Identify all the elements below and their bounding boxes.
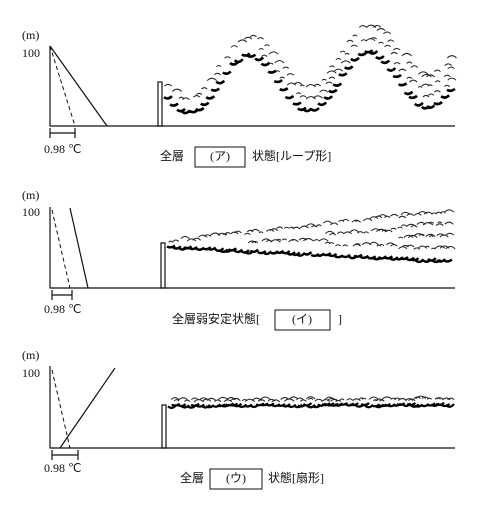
plume-shadow <box>166 244 453 264</box>
plume-shadow <box>163 49 456 115</box>
caption-after: 状態[ループ形] <box>252 148 331 163</box>
caption-after: ] <box>338 312 342 326</box>
chimney <box>157 81 163 127</box>
adiabatic-lapse <box>51 209 71 289</box>
axes <box>49 207 455 289</box>
x-label: 0.98 ℃ <box>44 302 81 316</box>
chimney <box>160 242 166 289</box>
axes <box>49 46 455 127</box>
caption-before: 全層弱安定状態[ <box>172 311 260 326</box>
panel-loop: (m) 100 0.98 ℃ 全層 (ア) 状態[ループ形] <box>22 28 455 168</box>
y-top-label: 100 <box>22 46 40 60</box>
temperature-profile <box>59 367 116 449</box>
axes <box>49 366 455 449</box>
plume-curls <box>168 209 456 250</box>
blank-label: (イ) <box>292 312 312 326</box>
plume-shadow <box>167 401 455 409</box>
blank-label: (ア) <box>210 149 230 163</box>
blank-box <box>274 309 331 331</box>
y-unit: (m) <box>22 28 39 42</box>
plume-curls <box>170 395 455 403</box>
panel-cone: (m) 100 0.98 ℃ 全層弱安定状態[ (イ) ] <box>22 188 455 331</box>
blank-box <box>194 146 246 168</box>
adiabatic-lapse <box>49 45 76 127</box>
temperature-profile <box>49 45 108 127</box>
caption-after: 状態[扇形] <box>268 470 324 485</box>
x-label: 0.98 ℃ <box>44 461 81 475</box>
caption-before: 全層 <box>160 148 184 163</box>
blank-box <box>209 468 263 490</box>
blank-label: (ウ) <box>226 471 246 485</box>
y-top-label: 100 <box>22 366 40 380</box>
temperature-profile <box>69 207 89 289</box>
scale-bracket <box>51 290 73 300</box>
y-unit: (m) <box>22 348 39 362</box>
scale-bracket <box>51 450 79 460</box>
plume-curls <box>164 24 457 100</box>
caption-before: 全層 <box>180 470 204 485</box>
x-label: 0.98 ℃ <box>44 142 81 156</box>
panel-fan: (m) 100 0.98 ℃ 全層 (ウ) 状態[扇形] <box>22 348 455 490</box>
y-unit: (m) <box>22 188 39 202</box>
scale-bracket <box>49 128 76 138</box>
y-top-label: 100 <box>22 205 40 219</box>
adiabatic-lapse <box>51 369 71 449</box>
chimney <box>161 404 167 449</box>
